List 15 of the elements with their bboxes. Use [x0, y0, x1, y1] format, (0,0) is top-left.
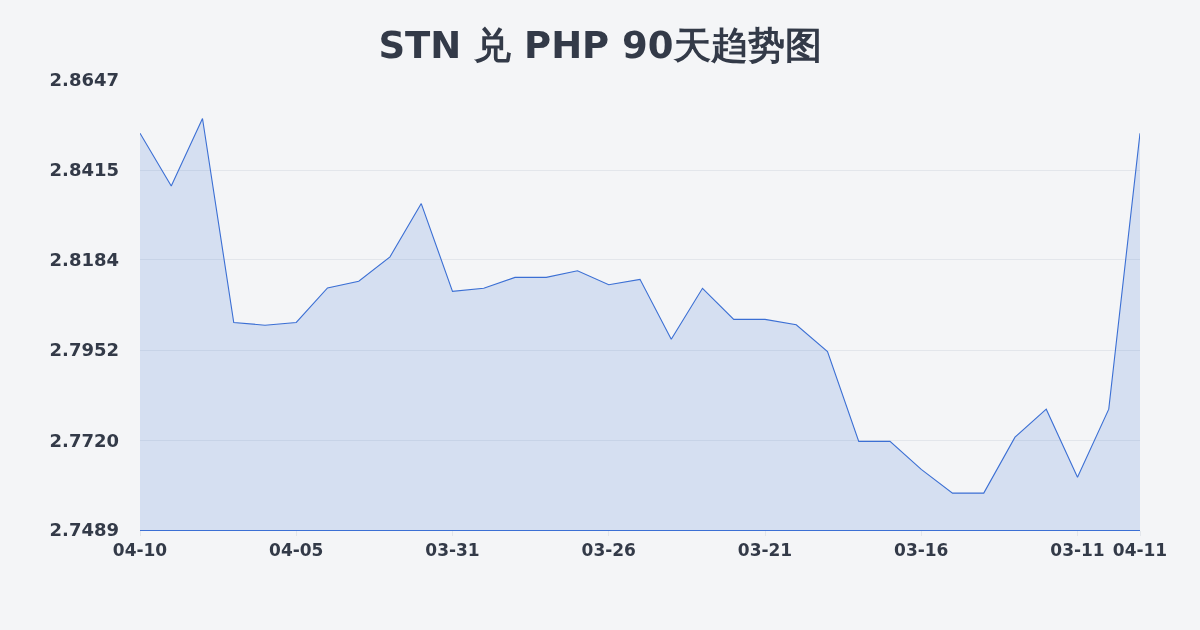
- chart-title: STN 兑 PHP 90天趋势图: [378, 23, 822, 67]
- x-tick-label: 03-21: [737, 540, 793, 561]
- y-tick-label: 2.7489: [49, 519, 119, 541]
- x-tick-label: 03-31: [425, 540, 480, 561]
- y-tick-label: 2.7720: [49, 429, 119, 451]
- x-tick-label: 04-05: [269, 540, 324, 561]
- y-tick-label: 2.7952: [49, 339, 119, 361]
- x-tick-label: 03-11: [1050, 540, 1105, 561]
- y-tick-label: 2.8184: [49, 249, 119, 271]
- y-tick-label: 2.8647: [49, 69, 119, 91]
- x-tick-label: 03-26: [581, 540, 636, 561]
- x-tick-label: 03-16: [894, 540, 949, 561]
- x-tick-label: 04-10: [112, 540, 168, 561]
- x-tick-label: 04-11: [1112, 540, 1168, 561]
- y-tick-label: 2.8415: [49, 159, 119, 181]
